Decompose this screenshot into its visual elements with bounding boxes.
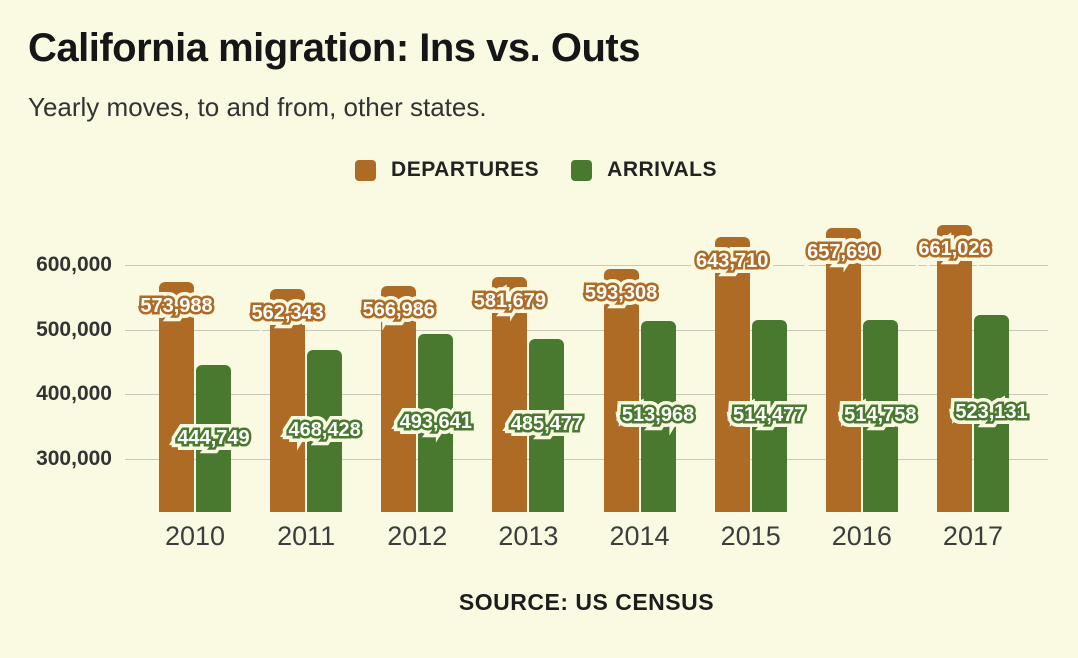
chart-subtitle: Yearly moves, to and from, other states. — [28, 92, 487, 122]
gridline-300,000 — [125, 458, 1048, 460]
x-axis-label-2012: 2012 — [387, 521, 448, 551]
value-label-arrivals-2012: 493,641 — [400, 411, 473, 434]
value-label-departures-2011: 562,343 — [251, 302, 324, 325]
departures-swatch-icon — [355, 159, 377, 181]
value-label-arrivals-2015: 514,477 — [733, 404, 806, 427]
value-label-departures-2010: 573,988 — [140, 295, 213, 318]
value-label-arrivals-2013: 485,477 — [511, 413, 584, 436]
legend-label-departures: DEPARTURES — [391, 158, 540, 181]
x-axis-label-2010: 2010 — [164, 521, 226, 551]
legend-label-arrivals: ARRIVALS — [607, 158, 717, 181]
value-label-arrivals-2016: 514,758 — [844, 404, 917, 427]
value-label-departures-2013: 581,679 — [474, 290, 547, 313]
x-axis-label-2011: 2011 — [277, 521, 336, 551]
value-label-arrivals-2011: 468,428 — [288, 419, 361, 442]
value-label-arrivals-2014: 513,968 — [622, 404, 695, 427]
value-label-departures-2016: 657,690 — [807, 241, 880, 264]
x-axis-label-2014: 2014 — [609, 521, 670, 551]
arrivals-swatch-icon — [571, 159, 593, 181]
gridline-600,000 — [125, 264, 1048, 266]
value-label-departures-2014: 593,308 — [585, 282, 658, 305]
y-axis-tick-label: 500,000 — [36, 317, 112, 341]
legend-item-departures: DEPARTURES — [355, 158, 539, 182]
value-label-departures-2012: 566,986 — [363, 299, 436, 322]
x-axis-label-2017: 2017 — [942, 521, 1003, 551]
x-axis-label-2016: 2016 — [831, 521, 892, 551]
value-label-arrivals-2010: 444,749 — [177, 427, 250, 450]
x-axis-label-2015: 2015 — [720, 521, 781, 551]
y-axis-tick-label: 600,000 — [36, 252, 112, 276]
bar-departures-2012 — [381, 286, 417, 512]
value-label-arrivals-2017: 523,131 — [955, 401, 1028, 424]
x-axis-label-2013: 2013 — [498, 521, 559, 551]
bar-departures-2010 — [159, 281, 194, 512]
bar-departures-2017 — [936, 225, 972, 512]
bar-departures-2014 — [603, 269, 639, 512]
source-note: SOURCE: US CENSUS — [458, 589, 715, 615]
legend: DEPARTURES ARRIVALS — [0, 158, 1072, 182]
bar-departures-2013 — [492, 276, 528, 512]
y-axis-tick-label: 400,000 — [36, 382, 112, 406]
bar-departures-2011 — [270, 289, 306, 512]
chart-title: California migration: Ins vs. Outs — [28, 26, 640, 70]
legend-item-arrivals: ARRIVALS — [571, 158, 717, 182]
gridline-500,000 — [125, 329, 1048, 331]
gridline-400,000 — [125, 394, 1048, 396]
value-label-departures-2017: 661,026 — [918, 238, 991, 261]
bar-departures-2015 — [714, 236, 750, 512]
y-axis-tick-label: 300,000 — [36, 446, 112, 470]
value-label-departures-2015: 643,710 — [696, 250, 769, 273]
bar-departures-2016 — [825, 227, 861, 512]
